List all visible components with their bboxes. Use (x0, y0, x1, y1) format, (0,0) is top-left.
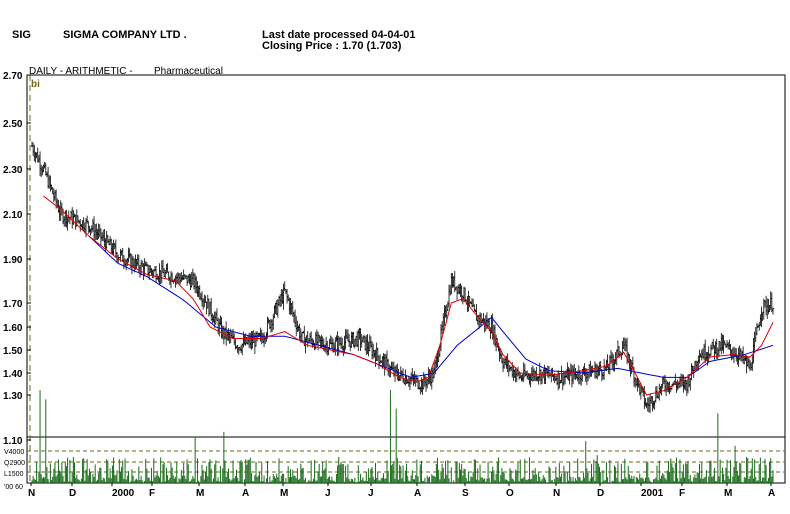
price-tick-label: 1.90 (3, 255, 23, 266)
price-bars (30, 141, 775, 413)
price-tick-label: 2.30 (3, 165, 23, 176)
price-tick-label: 1.50 (3, 346, 23, 357)
time-axis-label: A (242, 488, 249, 499)
volume-bars (31, 390, 774, 483)
time-axis-label: F (149, 488, 155, 499)
time-axis-label: A (768, 488, 775, 499)
plot-frame (26, 74, 786, 484)
time-axis-label: N (28, 488, 35, 499)
long-moving-average-line (89, 236, 774, 378)
time-axis-label: N (553, 488, 560, 499)
price-bar (771, 307, 775, 315)
price-tick-label: 2.10 (3, 210, 23, 221)
price-tick-label: 2.50 (3, 119, 23, 130)
volume-axis-label: V4000 (4, 449, 24, 456)
closing-price: Closing Price : 1.70 (1.703) (262, 40, 402, 52)
ticker-symbol: SIG (12, 29, 31, 41)
volume-axis-label: L1500 (4, 471, 24, 478)
sector-label: Pharmaceutical (154, 66, 223, 77)
time-axis-label: J (325, 488, 331, 499)
time-axis-label: 2000 (112, 488, 135, 499)
volume-axis-labels: V4000 Q2900 L1500 '00 60 (4, 449, 25, 491)
price-tick-label: 1.40 (3, 369, 23, 380)
price-tick-label: 1.30 (3, 391, 23, 402)
company-name: SIGMA COMPANY LTD . (63, 29, 187, 41)
price-tick-label: 1.10 (3, 436, 23, 447)
time-axis-label: D (597, 488, 604, 499)
time-axis-ticks: N D 2000 F M A M J J A S O N D 2001 F M A (28, 483, 775, 499)
time-axis-label: D (69, 488, 76, 499)
price-tick-label: 1.70 (3, 299, 23, 310)
price-axis-ticks: 2.70 2.50 2.30 2.10 1.90 1.70 1.60 1.50 1.40 1.30… (3, 71, 31, 447)
short-moving-average-line (43, 195, 774, 396)
volume-axis-label: Q2900 (4, 460, 25, 467)
time-axis-label: S (462, 488, 469, 499)
price-tick-label: 1.60 (3, 323, 23, 334)
volume-axis-label: '00 60 (4, 484, 23, 491)
price-tick-label: 2.70 (3, 71, 23, 82)
time-axis-label: 2001 (641, 488, 664, 499)
time-axis-label: O (506, 488, 514, 499)
chart-mode-label: DAILY - ARITHMETIC - (29, 66, 133, 77)
time-axis-label: M (724, 488, 732, 499)
time-axis-label: J (368, 488, 374, 499)
time-axis-label: M (196, 488, 204, 499)
time-axis-label: F (679, 488, 685, 499)
time-axis-label: A (414, 488, 421, 499)
last-date-processed: Last date processed 04-04-01 (262, 29, 415, 41)
bi-marker: bi (31, 79, 40, 90)
time-axis-label: M (280, 488, 288, 499)
